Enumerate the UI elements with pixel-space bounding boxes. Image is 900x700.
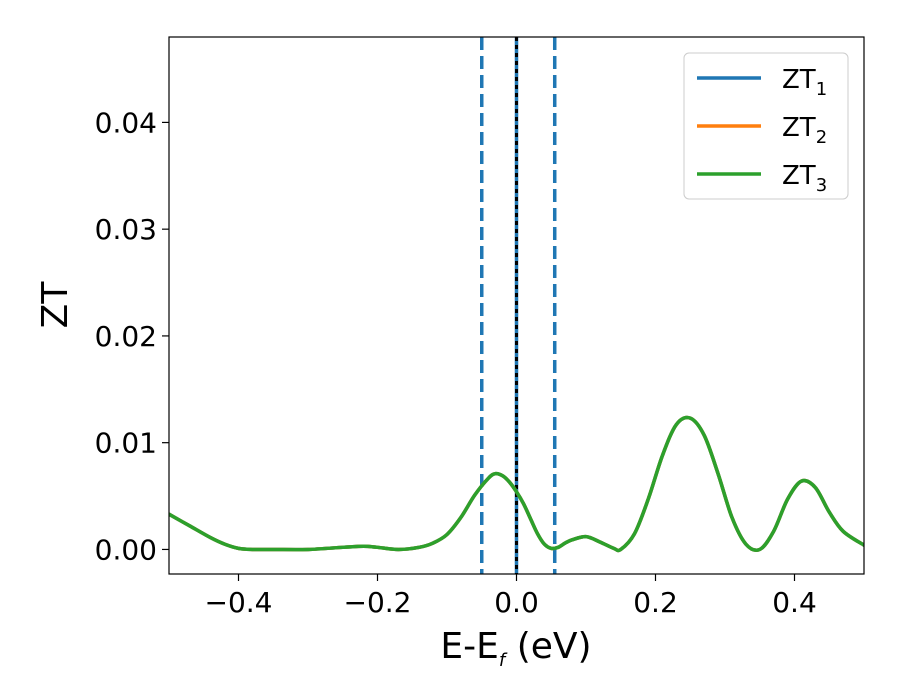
x-tick-label: 0.0: [494, 586, 539, 619]
series-lines: [169, 415, 864, 553]
y-tick-label: 0.00: [95, 533, 157, 566]
legend-box: [683, 52, 849, 200]
series-line-zt3: [169, 415, 864, 553]
x-tick-label: −0.2: [344, 586, 412, 619]
legend-label-zt2: ZT2: [782, 113, 827, 148]
y-axis-ticks: 0.00 0.01 0.02 0.03 0.04: [95, 106, 169, 566]
x-axis-label-main: E-E: [440, 626, 498, 667]
x-axis-ticks: −0.4 −0.2 0.0 0.2 0.4: [205, 574, 817, 619]
x-axis-label-subscript: f: [499, 650, 508, 671]
x-tick-label: −0.4: [205, 586, 273, 619]
legend-label-zt1: ZT1: [782, 65, 827, 100]
x-axis-label-unit: (eV): [505, 626, 591, 667]
y-tick-label: 0.04: [95, 106, 157, 139]
legend-label-zt3: ZT3: [782, 161, 827, 196]
y-tick-label: 0.02: [95, 320, 157, 353]
y-tick-label: 0.03: [95, 213, 157, 246]
y-axis-label: ZT: [35, 281, 76, 329]
x-tick-label: 0.2: [633, 586, 678, 619]
x-tick-label: 0.4: [772, 586, 817, 619]
legend: ZT1 ZT2 ZT3: [683, 52, 849, 200]
x-axis-label: E-Ef (eV): [440, 626, 591, 671]
y-tick-label: 0.01: [95, 427, 157, 460]
